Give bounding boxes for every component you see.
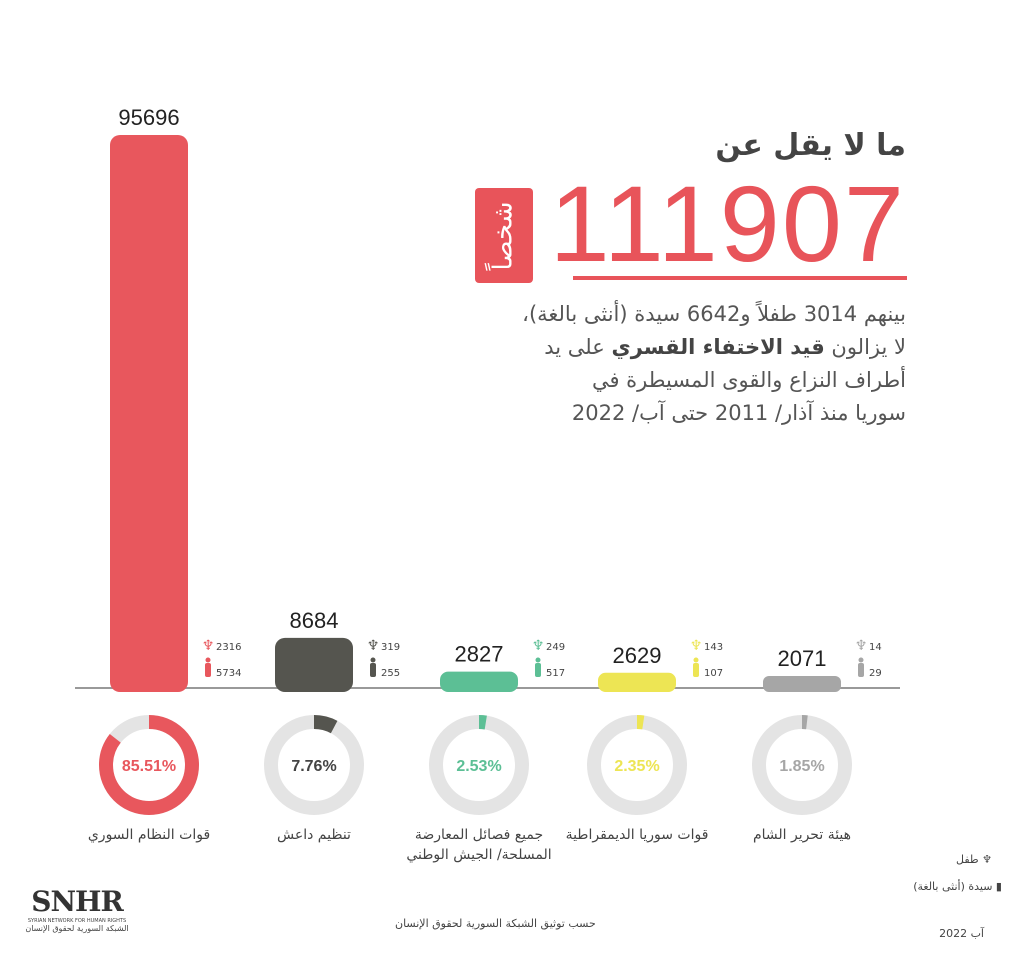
woman-icon-head — [693, 657, 699, 663]
percent-label: 1.85% — [779, 758, 824, 775]
child-count: 249 — [546, 642, 565, 653]
header-lead: ما لا يقل عن — [715, 128, 906, 163]
bar-value-label: 2827 — [455, 642, 504, 667]
woman-count: 517 — [546, 668, 565, 679]
woman-count: 107 — [704, 668, 723, 679]
woman-icon — [693, 663, 699, 677]
woman-count: 5734 — [216, 668, 241, 679]
woman-icon — [370, 663, 376, 677]
bar-value-label: 8684 — [290, 608, 339, 633]
donut-segment — [587, 715, 687, 815]
legend-woman: ▮ سيدة (أنثى بالغة) — [913, 880, 1002, 893]
percent-label: 7.76% — [291, 758, 336, 775]
bar-value-label: 2071 — [778, 646, 827, 671]
child-icon: ♆ — [855, 638, 868, 654]
woman-icon-head — [370, 657, 376, 663]
child-icon: ♆ — [690, 638, 703, 654]
woman-count: 29 — [869, 668, 882, 679]
summary-line: أطراف النزاع والقوى المسيطرة في — [591, 368, 906, 392]
legend-child: ♆ طفل — [955, 853, 992, 866]
category-label: تنظيم داعش — [277, 827, 351, 843]
bar-value-label: 95696 — [118, 105, 179, 130]
woman-icon — [535, 663, 541, 677]
snhr-logo: SNHR SYRIAN NETWORK FOR HUMAN RIGHTS الش… — [25, 885, 129, 933]
category-label: قوات النظام السوري — [87, 827, 211, 843]
woman-count: 255 — [381, 668, 400, 679]
category-label: هيئة تحرير الشام — [752, 827, 852, 843]
donut-segment — [99, 715, 199, 815]
child-count: 319 — [381, 642, 400, 653]
donut-segment — [752, 715, 852, 815]
total-underline — [573, 276, 907, 280]
percent-label: 85.51% — [122, 758, 176, 775]
source-note: حسب توثيق الشبكة السورية لحقوق الإنسان — [395, 917, 596, 930]
bar — [440, 671, 518, 692]
bar-value-label: 2629 — [613, 643, 662, 668]
summary-text: بينهم 3014 طفلاً و6642 سيدة (أنثى بالغة)… — [466, 298, 906, 430]
child-icon: ♆ — [532, 638, 545, 654]
child-count: 143 — [704, 642, 723, 653]
bar — [110, 135, 188, 692]
category-label: قوات سوريا الديمقراطية — [565, 827, 709, 843]
child-count: 14 — [869, 642, 882, 653]
child-icon: ♆ — [202, 638, 215, 654]
donut-segment — [429, 715, 529, 815]
bar — [763, 676, 841, 692]
summary-line: بينهم 3014 طفلاً و6642 سيدة (أنثى بالغة)… — [522, 302, 906, 326]
percent-label: 2.53% — [456, 758, 501, 775]
total-count: 111907 — [549, 163, 906, 284]
child-icon: ♆ — [367, 638, 380, 654]
child-count: 2316 — [216, 642, 241, 653]
bar — [598, 672, 676, 692]
persons-badge: شخصاً — [475, 188, 533, 283]
date-note: آب 2022 — [939, 927, 984, 940]
category-label: جميع فصائل المعارضة المسلحة/ الجيش الوطن… — [406, 827, 552, 863]
woman-icon — [858, 663, 864, 677]
woman-icon — [205, 663, 211, 677]
percent-label: 2.35% — [614, 758, 659, 775]
donut-segment — [264, 715, 364, 815]
woman-icon-head — [535, 657, 541, 663]
summary-line: سوريا منذ آذار/ 2011 حتى آب/ 2022 — [571, 401, 906, 425]
summary-line: لا يزالون قيد الاختفاء القسري على يد — [544, 335, 906, 359]
woman-icon-head — [205, 657, 211, 663]
woman-icon-head — [858, 657, 864, 663]
bar — [275, 637, 353, 692]
